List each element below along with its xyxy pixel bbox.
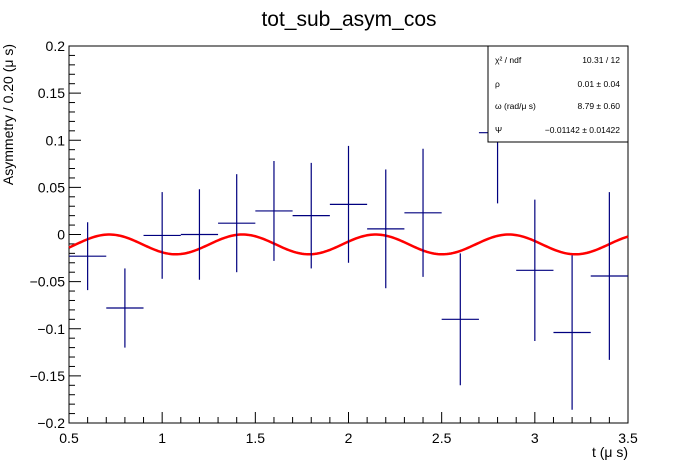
data-point [329,145,368,263]
data-point [292,162,330,269]
data-point [590,192,628,360]
stats-label-omega: ω (rad/μ s) [495,101,536,111]
stats-value-rho: 0.01 ± 0.04 [578,79,621,89]
data-point [367,169,405,289]
y-tick-label: 0.2 [46,38,66,54]
stats-label-rho: ρ [495,79,500,89]
x-tick-label: 3.5 [618,430,638,446]
stats-label-psi: Ψ [495,125,502,135]
stats-box: χ² / ndf 10.31 / 12 ρ 0.01 ± 0.04 ω (rad… [487,45,629,143]
y-tick-label: −0.1 [37,321,65,337]
data-point [106,268,144,348]
y-axis: −0.2 −0.15 −0.1 −0.05 0 0.05 0.1 0.15 0.2 [30,38,81,431]
x-axis: 0.5 1 1.5 2 2.5 3 3.5 [59,412,638,446]
data-point [404,148,442,277]
data-point [218,174,256,273]
data-points-group [69,62,628,410]
y-axis-label: Asymmetry / 0.20 (μ s) [0,44,16,185]
data-point [553,255,591,410]
data-point [180,189,219,280]
stats-value-psi: −0.01142 ± 0.01422 [545,125,620,135]
y-tick-label: 0.1 [46,132,66,148]
y-tick-label: 0.15 [38,85,65,101]
x-tick-label: 2 [345,430,353,446]
data-point [255,160,293,261]
x-tick-label: 0.5 [59,430,79,446]
data-point [143,192,181,279]
data-point [441,253,479,386]
y-tick-label: −0.2 [37,415,65,431]
chart-title: tot_sub_asym_cos [261,8,436,31]
stats-value-chi2: 10.31 / 12 [582,55,620,65]
y-tick-label: −0.15 [30,368,66,384]
x-tick-label: 1.5 [246,430,266,446]
x-axis-label: t (μ s) [592,444,628,460]
y-tick-label: 0 [57,227,65,243]
x-tick-label: 2.5 [432,430,452,446]
stats-label-chi2: χ² / ndf [495,55,522,65]
x-tick-label: 3 [531,430,539,446]
x-tick-label: 1 [158,430,166,446]
y-tick-label: 0.05 [38,179,65,195]
data-point [516,199,554,342]
y-tick-label: −0.05 [30,274,66,290]
stats-value-omega: 8.79 ± 0.60 [578,101,621,111]
data-point [69,222,107,291]
